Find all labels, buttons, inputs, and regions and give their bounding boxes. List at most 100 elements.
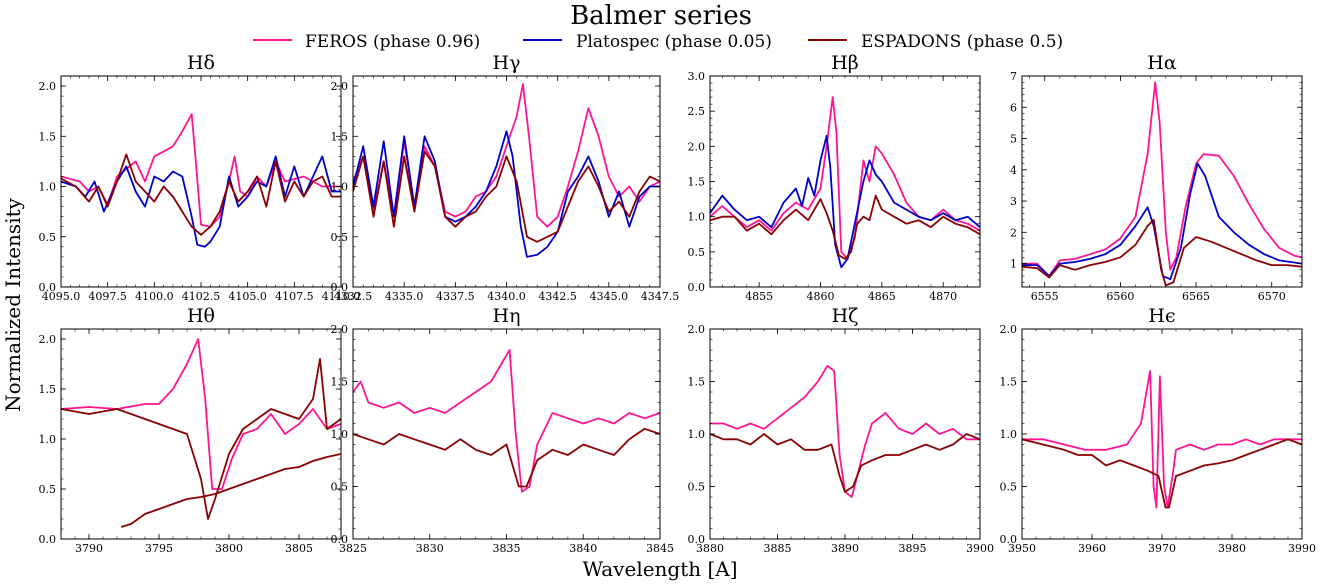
y-tick-label: 0.0 [688, 533, 706, 546]
panel-title: Hη [493, 305, 521, 327]
series-line-2 [61, 358, 341, 520]
y-tick-label: 0.5 [39, 483, 57, 496]
x-tick-label: 4340.0 [487, 290, 526, 303]
x-tick-label: 4107.5 [275, 290, 314, 303]
y-tick-label: 1.5 [1000, 376, 1018, 389]
y-tick-label: 0.0 [688, 281, 706, 294]
legend: FEROS (phase 0.96) Platospec (phase 0.05… [253, 32, 1063, 52]
x-tick-label: 4335.0 [385, 290, 424, 303]
series-line-2 [1022, 438, 1302, 509]
y-tick-label: 7 [1010, 70, 1017, 83]
x-tick-label: 4337.5 [436, 290, 475, 303]
y-tick-label: 0.0 [39, 533, 57, 546]
x-tick-label: 6555 [1031, 290, 1059, 303]
x-tick-label: 4860 [806, 290, 834, 303]
x-tick-label: 3895 [899, 542, 927, 555]
x-tick-label: 3950 [1008, 542, 1036, 555]
x-tick-label: 4110.0 [322, 290, 361, 303]
panel-title: Hϵ [1148, 305, 1175, 327]
panel-1: 4095.0 4097.5 4100.0 4102.5 4105.0 4107.5 4110… [39, 52, 361, 303]
y-tick-label: 1.0 [1000, 428, 1018, 441]
panel-title: Hα [1147, 52, 1177, 74]
y-tick-label: 2.0 [331, 323, 349, 336]
x-tick-label: 3960 [1078, 542, 1106, 555]
x-tick-label: 4100.0 [135, 290, 174, 303]
y-tick-label: 2.0 [39, 333, 57, 346]
panel-title: Hβ [831, 52, 859, 74]
panel-2: 4332.5 4335.0 4337.5 4340.0 4342.5 4345.0 4347… [331, 52, 680, 303]
x-tick-label: 6560 [1106, 290, 1134, 303]
panel-4: 6555 6560 6565 6570 1 2 3 4 5 6 7 Hα [1010, 52, 1303, 303]
x-tick-label: 3795 [145, 542, 173, 555]
y-tick-label: 0.5 [1000, 481, 1018, 494]
x-tick-label: 4332.5 [334, 290, 373, 303]
panel-frame [1021, 328, 1303, 540]
x-tick-label: 6565 [1182, 290, 1210, 303]
panels: 4095.0 4097.5 4100.0 4102.5 4105.0 4107.5 4110… [39, 52, 1317, 555]
y-tick-label: 1.0 [688, 211, 706, 224]
y-tick-label: 1 [1010, 258, 1017, 271]
y-tick-label: 3 [1010, 195, 1017, 208]
panel-series [710, 96, 980, 269]
y-tick-label: 0.5 [331, 481, 349, 494]
series-line-1 [710, 364, 980, 498]
y-tick-label: 1.0 [39, 433, 57, 446]
y-tick-label: 0.0 [1000, 533, 1018, 546]
x-tick-label: 3835 [493, 542, 521, 555]
y-tick-label: 6 [1010, 101, 1017, 114]
x-tick-label: 3885 [764, 542, 792, 555]
panel-series [61, 338, 341, 528]
legend-label-espadons: ESPADONS (phase 0.5) [861, 32, 1063, 52]
x-tick-label: 3990 [1288, 542, 1316, 555]
x-axis-label: Wavelength [A] [582, 557, 737, 581]
series-line-2 [61, 155, 341, 248]
y-tick-label: 0.5 [688, 246, 706, 259]
series-line-2 [710, 134, 980, 269]
panel-title: Hδ [187, 52, 215, 74]
x-tick-label: 3800 [215, 542, 243, 555]
panel-series [1022, 370, 1302, 509]
y-tick-label: 2.0 [688, 323, 706, 336]
x-tick-label: 3830 [416, 542, 444, 555]
series-line-1 [61, 338, 341, 490]
x-tick-label: 4347.5 [641, 290, 680, 303]
y-tick-label: 1.5 [39, 130, 57, 143]
x-tick-label: 3825 [339, 542, 367, 555]
series-line-1 [1022, 370, 1302, 509]
x-tick-label: 4105.0 [228, 290, 267, 303]
legend-label-feros: FEROS (phase 0.96) [305, 32, 480, 52]
panel-5: 3790 3795 3800 3805 0.0 0.5 1.0 1.5 2.0 Hθ [39, 305, 342, 555]
x-tick-label: 3805 [285, 542, 313, 555]
x-tick-label: 3980 [1218, 542, 1246, 555]
x-tick-label: 4855 [745, 290, 773, 303]
x-tick-label: 3845 [646, 542, 674, 555]
series-line-1 [353, 349, 660, 493]
panel-frame [709, 75, 981, 288]
y-tick-label: 1.0 [331, 428, 349, 441]
x-tick-label: 3790 [75, 542, 103, 555]
panel-title: Hθ [187, 305, 215, 327]
y-tick-label: 0.0 [331, 281, 349, 294]
series-line-3 [353, 150, 660, 243]
y-tick-label: 3.0 [688, 70, 706, 83]
panel-series [353, 349, 660, 493]
panel-title: Hζ [832, 305, 859, 327]
y-tick-label: 1.5 [331, 130, 349, 143]
x-tick-label: 3890 [831, 542, 859, 555]
y-tick-label: 2.0 [331, 80, 349, 93]
y-tick-label: 0.0 [39, 281, 57, 294]
y-axis-label: Normalized Intensity [1, 197, 25, 412]
panel-frame [1021, 75, 1303, 288]
y-tick-label: 0.5 [331, 231, 349, 244]
y-tick-label: 1.5 [688, 376, 706, 389]
series-line-1 [710, 96, 980, 260]
series-line-1 [1022, 81, 1302, 277]
series-line-3 [1022, 218, 1302, 287]
y-tick-label: 2 [1010, 226, 1017, 239]
y-tick-label: 2.0 [39, 80, 57, 93]
y-tick-label: 2.0 [688, 140, 706, 153]
y-tick-label: 0.0 [331, 533, 349, 546]
panel-8: 3950 3960 3970 3980 3990 0.0 0.5 1.0 1.5 2.0 Hϵ [1000, 305, 1317, 555]
series-line-3 [120, 453, 341, 528]
y-tick-label: 1.5 [39, 383, 57, 396]
